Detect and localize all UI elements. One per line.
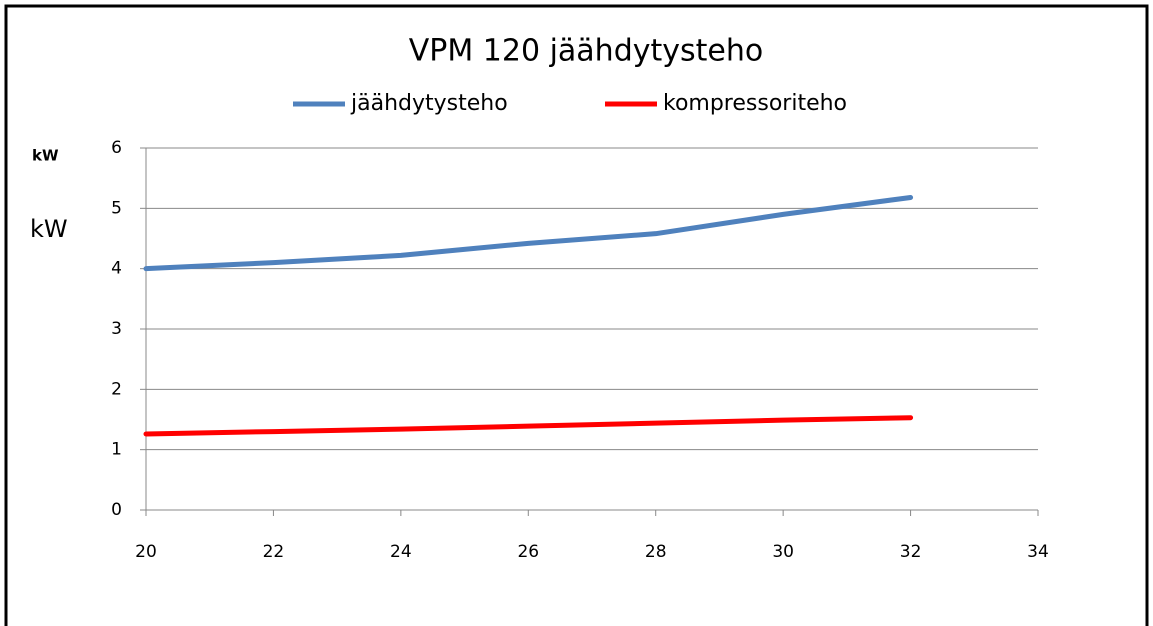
x-tick-label: 28	[645, 542, 667, 562]
y-axis-label: kW	[30, 215, 68, 243]
legend-label: kompressoriteho	[663, 91, 847, 116]
legend-label: jäähdytysteho	[350, 91, 508, 116]
y-tick-label: 5	[111, 198, 122, 218]
y-tick-label: 6	[111, 138, 122, 158]
y-unit: kW	[32, 147, 59, 165]
x-tick-label: 22	[263, 542, 285, 562]
chart-border	[4, 4, 1149, 626]
chart-title: VPM 120 jäähdytysteho	[409, 34, 763, 69]
data-line	[143, 194, 914, 272]
x-tick-label: 26	[517, 542, 539, 562]
x-tick-label: 34	[1027, 542, 1049, 562]
x-tick-label: 30	[772, 542, 794, 562]
y-tick-label: 0	[111, 500, 122, 520]
x-tick-label: 24	[390, 542, 412, 562]
data-line	[143, 415, 914, 437]
x-tick-label: 20	[135, 542, 157, 562]
y-tick-label: 4	[111, 259, 122, 279]
y-tick-label: 3	[111, 319, 122, 339]
x-tick-label: 32	[900, 542, 922, 562]
y-tick-label: 2	[111, 379, 122, 399]
y-tick-label: 1	[111, 440, 122, 460]
